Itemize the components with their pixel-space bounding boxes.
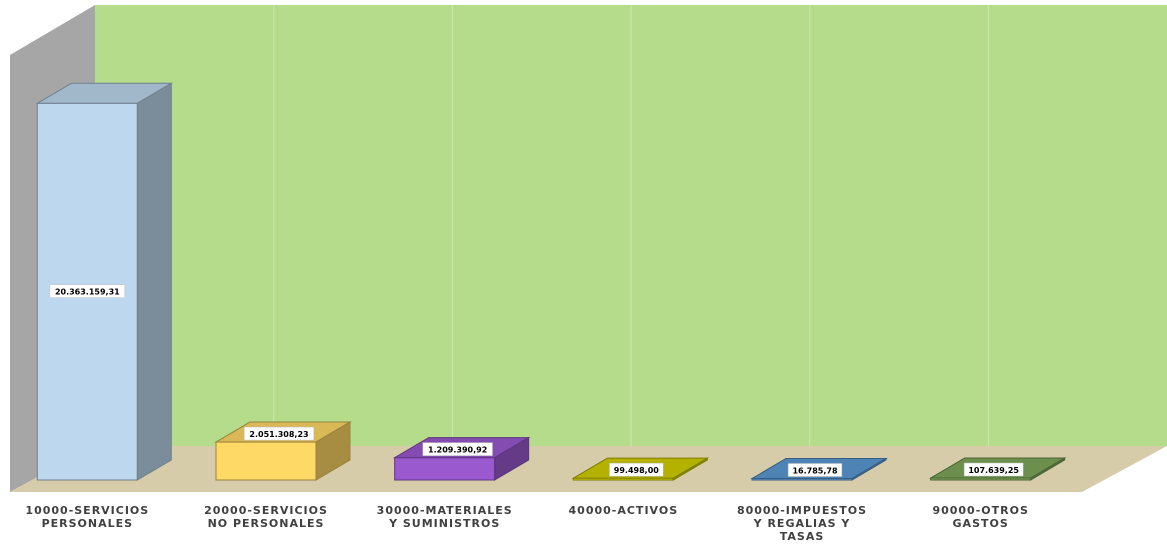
bar-side (137, 83, 171, 480)
bar-front (395, 458, 495, 480)
category-tick-label: 80000-IMPUESTOS (737, 504, 867, 517)
category-tick-label: Y SUMINISTROS (388, 517, 500, 530)
data-label: 1.209.390,92 (428, 446, 487, 455)
data-label: 20.363.159,31 (55, 288, 120, 297)
data-label: 107.639,25 (968, 466, 1019, 475)
bar-front (216, 442, 316, 480)
data-label: 16.785,78 (792, 467, 837, 476)
category-tick-label: 30000-MATERIALES (377, 504, 513, 517)
data-label: 99.498,00 (614, 466, 659, 475)
category-tick-label: PERSONALES (42, 517, 134, 530)
category-tick-label: Y REGALIAS Y (753, 517, 851, 530)
category-tick-label: 90000-OTROS (932, 504, 1028, 517)
data-label: 2.051.308,23 (249, 430, 308, 439)
category-tick-label: TASAS (780, 530, 825, 543)
category-tick-label: 40000-ACTIVOS (569, 504, 679, 517)
category-tick-label: 20000-SERVICIOS (204, 504, 328, 517)
category-tick-label: NO PERSONALES (208, 517, 325, 530)
category-tick-label: 10000-SERVICIOS (25, 504, 149, 517)
category-tick-label: GASTOS (953, 517, 1009, 530)
